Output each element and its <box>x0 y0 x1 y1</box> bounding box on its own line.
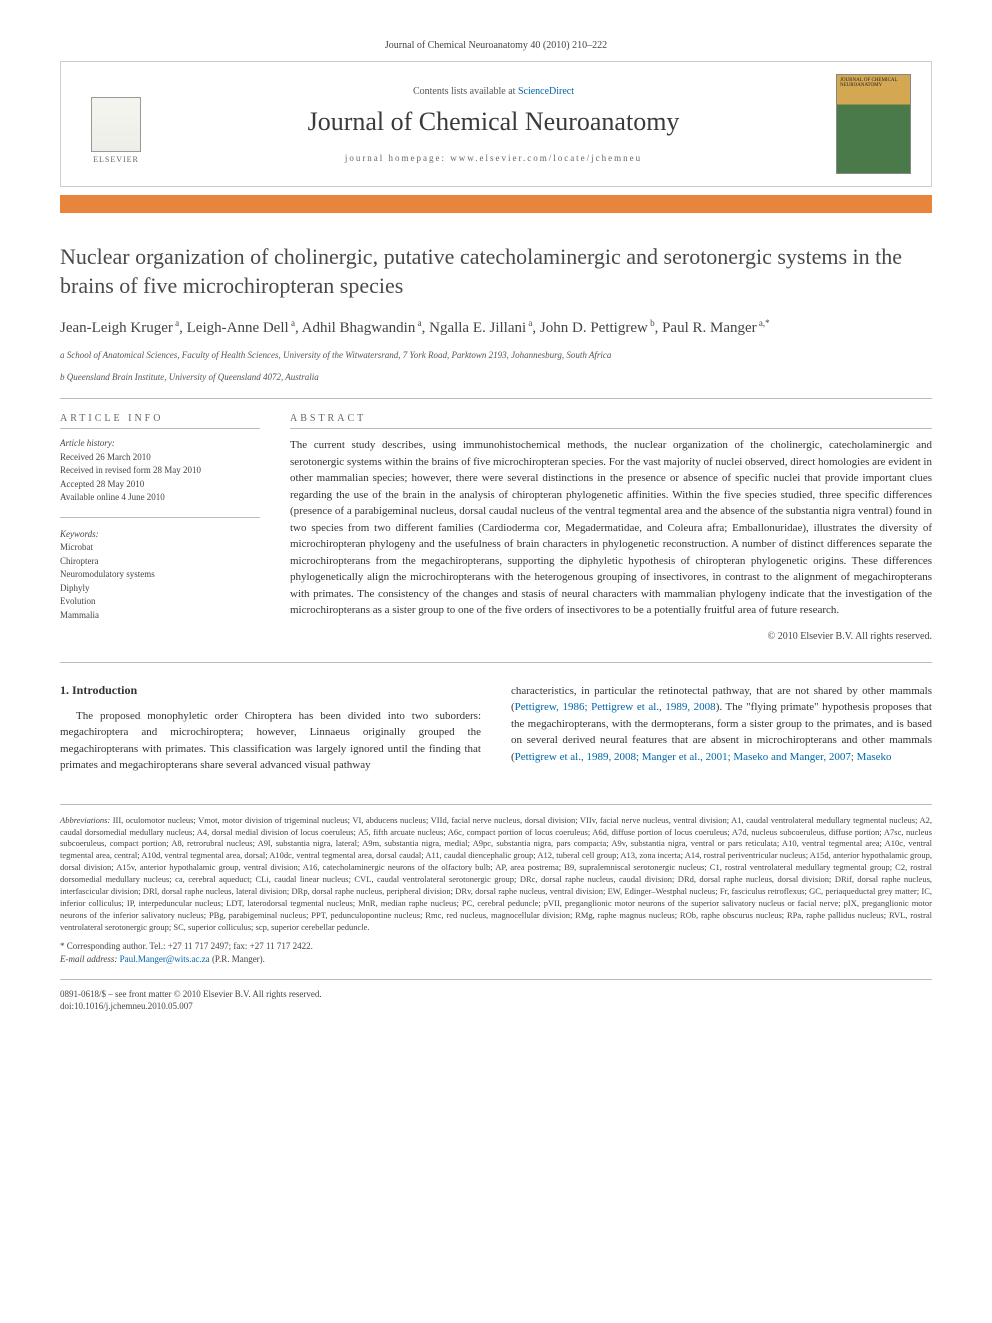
keyword: Chiroptera <box>60 555 260 569</box>
article-history-block: Article history: Received 26 March 2010 … <box>60 437 260 505</box>
keyword: Diphyly <box>60 582 260 596</box>
abstract-head: ABSTRACT <box>290 413 932 429</box>
corresponding-line: * Corresponding author. Tel.: +27 11 717… <box>60 940 932 954</box>
email-suffix: (P.R. Manger). <box>210 954 265 964</box>
elsevier-tree-icon <box>91 97 141 152</box>
intro-para-1: The proposed monophyletic order Chiropte… <box>60 708 481 774</box>
contents-available-line: Contents lists available at ScienceDirec… <box>151 86 836 97</box>
corresponding-email-link[interactable]: Paul.Manger@wits.ac.za <box>120 954 210 964</box>
abbreviations-text: III, oculomotor nucleus; Vmot, motor div… <box>60 815 932 932</box>
journal-cover-thumb: JOURNAL OF CHEMICAL NEUROANATOMY <box>836 74 911 174</box>
abbreviations-label: Abbreviations: <box>60 815 113 825</box>
intro-para-2: characteristics, in particular the retin… <box>511 683 932 766</box>
contents-prefix: Contents lists available at <box>413 86 518 97</box>
accent-bar <box>60 195 932 213</box>
abbreviations-block: Abbreviations: III, oculomotor nucleus; … <box>60 804 932 934</box>
keywords-block: Keywords: Microbat Chiroptera Neuromodul… <box>60 528 260 623</box>
keyword: Mammalia <box>60 609 260 623</box>
journal-homepage-line: journal homepage: www.elsevier.com/locat… <box>151 153 836 163</box>
citation-line: Journal of Chemical Neuroanatomy 40 (201… <box>60 40 932 51</box>
affiliations-block: a School of Anatomical Sciences, Faculty… <box>60 349 932 384</box>
publisher-name: ELSEVIER <box>93 155 139 164</box>
footer-issn-line: 0891-0618/$ – see front matter © 2010 El… <box>60 988 932 1001</box>
keyword: Neuromodulatory systems <box>60 568 260 582</box>
article-info-col: ARTICLE INFO Article history: Received 2… <box>60 413 260 642</box>
elsevier-logo: ELSEVIER <box>81 84 151 164</box>
journal-title: Journal of Chemical Neuroanatomy <box>151 107 836 137</box>
article-info-head: ARTICLE INFO <box>60 413 260 429</box>
keywords-label: Keywords: <box>60 528 260 542</box>
history-accepted: Accepted 28 May 2010 <box>60 478 260 492</box>
body-columns: 1. Introduction The proposed monophyleti… <box>60 683 932 774</box>
keyword: Evolution <box>60 595 260 609</box>
body-col-right: characteristics, in particular the retin… <box>511 683 932 774</box>
cover-thumb-title: JOURNAL OF CHEMICAL NEUROANATOMY <box>840 78 907 88</box>
homepage-url: www.elsevier.com/locate/jchemneu <box>450 153 642 163</box>
affiliation-a: a School of Anatomical Sciences, Faculty… <box>60 349 932 363</box>
history-online: Available online 4 June 2010 <box>60 491 260 505</box>
footer-doi-line: doi:10.1016/j.jchemneu.2010.05.007 <box>60 1000 932 1013</box>
affiliation-b: b Queensland Brain Institute, University… <box>60 371 932 385</box>
sciencedirect-link[interactable]: ScienceDirect <box>518 86 574 97</box>
footer-block: 0891-0618/$ – see front matter © 2010 El… <box>60 979 932 1013</box>
history-label: Article history: <box>60 437 260 451</box>
abstract-text: The current study describes, using immun… <box>290 437 932 619</box>
intro-head: 1. Introduction <box>60 683 481 698</box>
article-title: Nuclear organization of cholinergic, put… <box>60 243 932 300</box>
body-col-left: 1. Introduction The proposed monophyleti… <box>60 683 481 774</box>
history-revised: Received in revised form 28 May 2010 <box>60 464 260 478</box>
keyword: Microbat <box>60 541 260 555</box>
history-received: Received 26 March 2010 <box>60 451 260 465</box>
author-list: Jean-Leigh Kruger a, Leigh-Anne Dell a, … <box>60 318 932 337</box>
homepage-prefix: journal homepage: <box>345 153 450 163</box>
abstract-col: ABSTRACT The current study describes, us… <box>290 413 932 642</box>
corresponding-author-block: * Corresponding author. Tel.: +27 11 717… <box>60 940 932 967</box>
divider <box>60 398 932 399</box>
abstract-copyright: © 2010 Elsevier B.V. All rights reserved… <box>290 631 932 642</box>
divider <box>60 662 932 663</box>
email-label: E-mail address: <box>60 954 120 964</box>
info-divider <box>60 517 260 518</box>
journal-header: ELSEVIER Contents lists available at Sci… <box>60 61 932 187</box>
